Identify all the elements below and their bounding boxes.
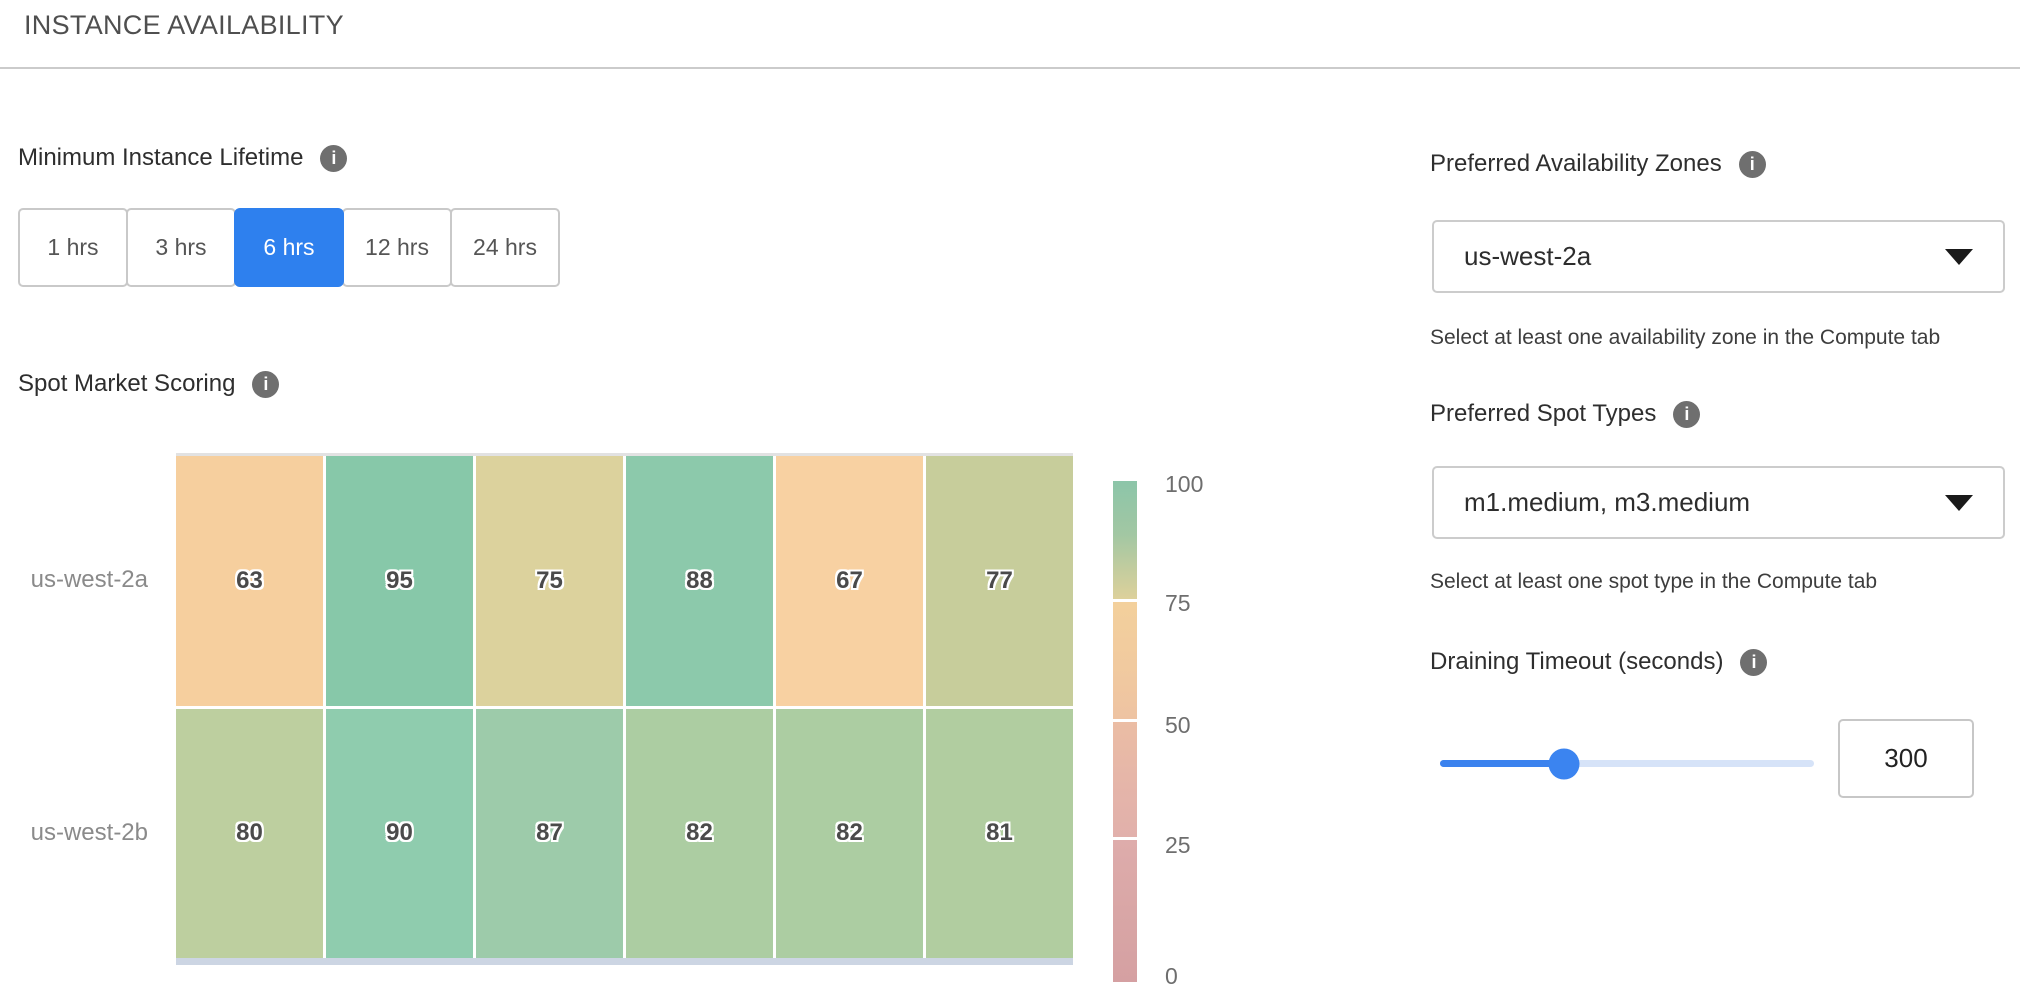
- heatmap-row-label: us-west-2a: [30, 566, 148, 593]
- spot-market-scoring-label: Spot Market Scoring: [18, 370, 236, 397]
- heatmap-axis-line: [176, 958, 1073, 965]
- heatmap-cell: 77: [926, 456, 1073, 706]
- colorbar-tick: 50: [1165, 712, 1191, 738]
- header-divider: [0, 67, 2020, 69]
- colorbar-segment: [1113, 481, 1137, 599]
- minimum-instance-lifetime-row: Minimum Instance Lifetime i: [18, 144, 348, 172]
- preferred-spot-types-row: Preferred Spot Types i: [1430, 400, 1701, 428]
- colorbar-tick: 75: [1165, 590, 1191, 616]
- info-icon[interactable]: i: [320, 144, 348, 172]
- slider-thumb[interactable]: [1548, 748, 1580, 779]
- colorbar-tick: 100: [1165, 471, 1204, 497]
- heatmap-top-border: [176, 453, 1073, 456]
- info-icon[interactable]: i: [1738, 150, 1766, 178]
- spot-market-scoring-row: Spot Market Scoring i: [18, 370, 280, 398]
- heatmap-cell: 95: [326, 456, 473, 706]
- heatmap-row-label: us-west-2b: [30, 819, 148, 846]
- heatmap-cell: 82: [776, 708, 923, 958]
- heatmap-cell: 67: [776, 456, 923, 706]
- spot-types-dropdown[interactable]: m1.medium, m3.medium: [1432, 466, 2005, 539]
- heatmap-cell: 82: [626, 708, 773, 958]
- draining-timeout-input[interactable]: [1838, 719, 1974, 798]
- slider-fill: [1440, 760, 1564, 767]
- availability-zones-dropdown-value: us-west-2a: [1464, 241, 1592, 271]
- chevron-down-icon: [1945, 494, 1973, 511]
- colorbar-tick: 25: [1165, 832, 1191, 858]
- info-icon[interactable]: i: [1673, 400, 1701, 428]
- chevron-down-icon: [1945, 248, 1973, 265]
- heatmap-cell: 63: [176, 456, 323, 706]
- lifetime-option-3-hrs[interactable]: 3 hrs: [126, 208, 236, 287]
- heatmap-cell: 81: [926, 708, 1073, 958]
- page-title: INSTANCE AVAILABILITY: [24, 10, 344, 40]
- heatmap: 63 95 75 88 67 77 80 90 87 82 82 81: [176, 456, 1073, 958]
- spot-types-helper-text: Select at least one spot type in the Com…: [1430, 570, 1878, 593]
- preferred-spot-types-label: Preferred Spot Types: [1430, 400, 1657, 427]
- colorbar-segment: [1113, 602, 1137, 719]
- minimum-instance-lifetime-label: Minimum Instance Lifetime: [18, 144, 304, 171]
- colorbar-segment: [1113, 722, 1137, 837]
- availability-zones-helper-text: Select at least one availability zone in…: [1430, 326, 1941, 349]
- heatmap-cell: 88: [626, 456, 773, 706]
- spot-types-dropdown-value: m1.medium, m3.medium: [1464, 487, 1751, 517]
- heatmap-cell: 87: [476, 708, 623, 958]
- heatmap-cell: 75: [476, 456, 623, 706]
- colorbar-tick: 0: [1165, 963, 1178, 989]
- lifetime-option-12-hrs[interactable]: 12 hrs: [342, 208, 452, 287]
- info-icon[interactable]: i: [1740, 648, 1768, 676]
- draining-timeout-label: Draining Timeout (seconds): [1430, 648, 1724, 675]
- heatmap-cell: 90: [326, 708, 473, 958]
- preferred-availability-zones-row: Preferred Availability Zones i: [1430, 150, 1766, 178]
- lifetime-option-24-hrs[interactable]: 24 hrs: [450, 208, 560, 287]
- minimum-instance-lifetime-group: 1 hrs 3 hrs 6 hrs 12 hrs 24 hrs: [18, 208, 560, 287]
- info-icon[interactable]: i: [252, 370, 280, 398]
- draining-timeout-slider[interactable]: [1440, 748, 1814, 779]
- draining-timeout-row: Draining Timeout (seconds) i: [1430, 648, 1768, 676]
- colorbar-segment: [1113, 840, 1137, 982]
- lifetime-option-6-hrs[interactable]: 6 hrs: [234, 208, 344, 287]
- preferred-availability-zones-label: Preferred Availability Zones: [1430, 150, 1722, 177]
- heatmap-colorbar: [1113, 481, 1137, 982]
- heatmap-cell: 80: [176, 708, 323, 958]
- availability-zones-dropdown[interactable]: us-west-2a: [1432, 220, 2005, 293]
- lifetime-option-1-hrs[interactable]: 1 hrs: [18, 208, 128, 287]
